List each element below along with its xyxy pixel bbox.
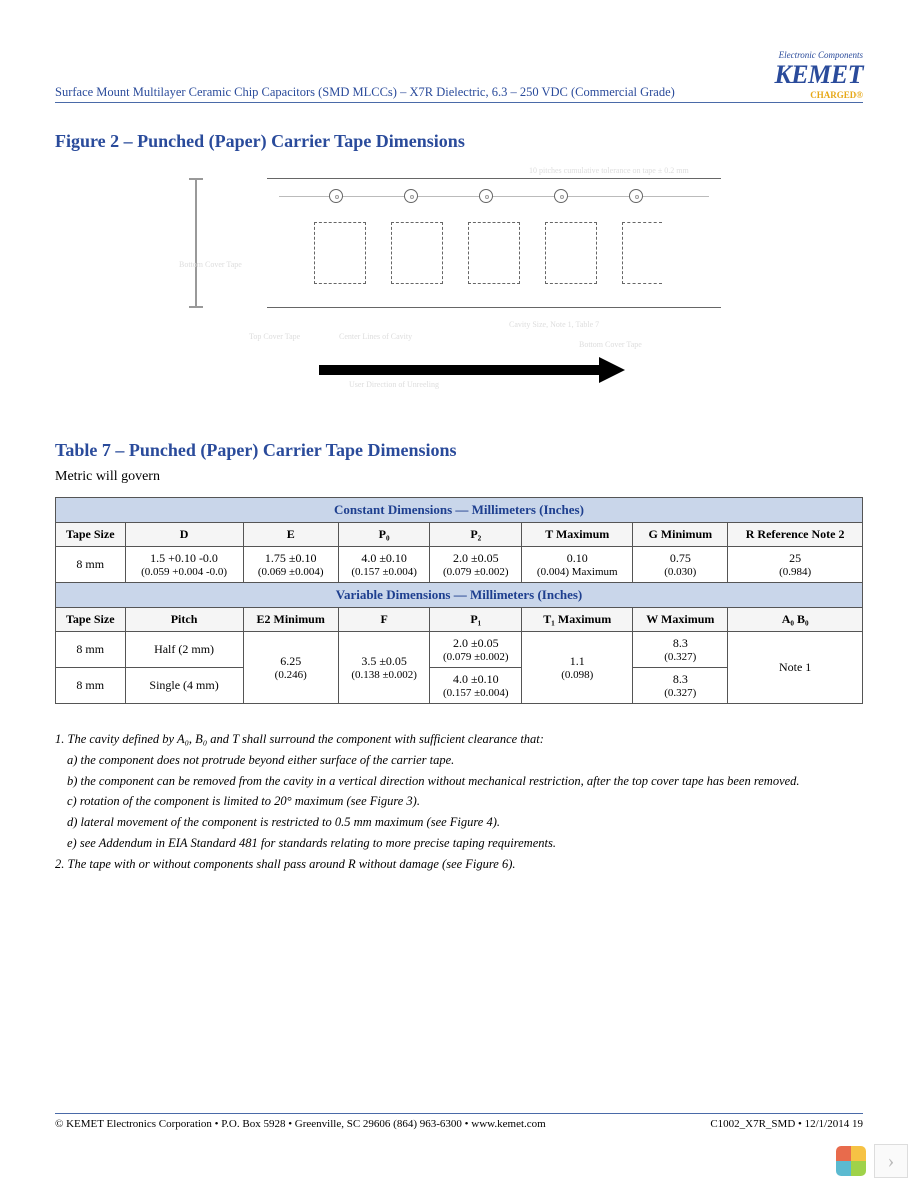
cell: 0.10(0.004) Maximum (522, 547, 633, 583)
cell: 8.3(0.327) (633, 668, 728, 704)
govern-note: Metric will govern (55, 469, 863, 485)
col-header: F (338, 608, 430, 632)
dimensions-table: Constant Dimensions — Millimeters (Inche… (55, 497, 863, 704)
cell: Single (4 mm) (125, 668, 243, 704)
note: b) the component can be removed from the… (67, 772, 863, 791)
cell: 4.0 ±0.10(0.157 ±0.004) (430, 668, 522, 704)
cell: 8 mm (56, 632, 126, 668)
col-header: Tape Size (56, 608, 126, 632)
col-header: R Reference Note 2 (728, 523, 863, 547)
doc-title: Surface Mount Multilayer Ceramic Chip Ca… (55, 85, 675, 100)
col-header: W Maximum (633, 608, 728, 632)
cell: 8 mm (56, 668, 126, 704)
col-header: A₀ B₀ (728, 608, 863, 632)
col-header: P₂ (430, 523, 522, 547)
cell: 1.5 +0.10 -0.0(0.059 +0.004 -0.0) (125, 547, 243, 583)
table-title: Table 7 – Punched (Paper) Carrier Tape D… (55, 440, 863, 461)
col-header: Pitch (125, 608, 243, 632)
col-header: T₁ Maximum (522, 608, 633, 632)
note: 1. The cavity defined by A₀, B₀ and T sh… (55, 730, 863, 749)
logo-tagline: Electronic Components (774, 50, 863, 60)
dim-label: Center Lines of Cavity (339, 332, 412, 341)
dim-label: Bottom Cover Tape (179, 260, 242, 269)
section-header: Variable Dimensions — Millimeters (Inche… (56, 583, 863, 608)
pager: › (836, 1144, 908, 1178)
cell: 25(0.984) (728, 547, 863, 583)
logo-text: KEMET (774, 60, 863, 90)
cell: 0.75(0.030) (633, 547, 728, 583)
brand-logo: Electronic Components KEMET CHARGED® (774, 50, 863, 100)
cell: Note 1 (728, 632, 863, 704)
dim-label: 10 pitches cumulative tolerance on tape … (529, 166, 689, 175)
col-header: G Minimum (633, 523, 728, 547)
footer-left: © KEMET Electronics Corporation • P.O. B… (55, 1118, 546, 1130)
cell: Half (2 mm) (125, 632, 243, 668)
cell: 1.1(0.098) (522, 632, 633, 704)
footer-right: C1002_X7R_SMD • 12/1/2014 19 (710, 1118, 863, 1130)
direction-arrow (319, 365, 599, 375)
figure-2-diagram: 10 pitches cumulative tolerance on tape … (55, 160, 863, 400)
dim-label: Bottom Cover Tape (579, 340, 642, 349)
col-header: E2 Minimum (243, 608, 338, 632)
arrow-head-icon (599, 357, 625, 383)
arrow-label: User Direction of Unreeling (349, 380, 439, 389)
cell: 1.75 ±0.10(0.069 ±0.004) (243, 547, 338, 583)
cell: 4.0 ±0.10(0.157 ±0.004) (338, 547, 430, 583)
note: e) see Addendum in EIA Standard 481 for … (67, 834, 863, 853)
note: c) rotation of the component is limited … (67, 792, 863, 811)
cell: 6.25(0.246) (243, 632, 338, 704)
note: 2. The tape with or without components s… (55, 855, 863, 874)
cell: 3.5 ±0.05(0.138 ±0.002) (338, 632, 430, 704)
cell: 2.0 ±0.05(0.079 ±0.002) (430, 547, 522, 583)
col-header: D (125, 523, 243, 547)
section-header: Constant Dimensions — Millimeters (Inche… (56, 498, 863, 523)
note: a) the component does not protrude beyon… (67, 751, 863, 770)
logo-sub: CHARGED® (774, 90, 863, 100)
cell: 8 mm (56, 547, 126, 583)
viewer-logo-icon (836, 1146, 866, 1176)
col-header: P₀ (338, 523, 430, 547)
col-header: T Maximum (522, 523, 633, 547)
dim-label: Top Cover Tape (249, 332, 300, 341)
next-page-button[interactable]: › (874, 1144, 908, 1178)
col-header: Tape Size (56, 523, 126, 547)
col-header: P₁ (430, 608, 522, 632)
col-header: E (243, 523, 338, 547)
note: d) lateral movement of the component is … (67, 813, 863, 832)
dim-label: Cavity Size, Note 1, Table 7 (509, 320, 599, 329)
figure-title: Figure 2 – Punched (Paper) Carrier Tape … (55, 131, 863, 152)
cell: 8.3(0.327) (633, 632, 728, 668)
notes-block: 1. The cavity defined by A₀, B₀ and T sh… (55, 730, 863, 873)
cell: 2.0 ±0.05(0.079 ±0.002) (430, 632, 522, 668)
